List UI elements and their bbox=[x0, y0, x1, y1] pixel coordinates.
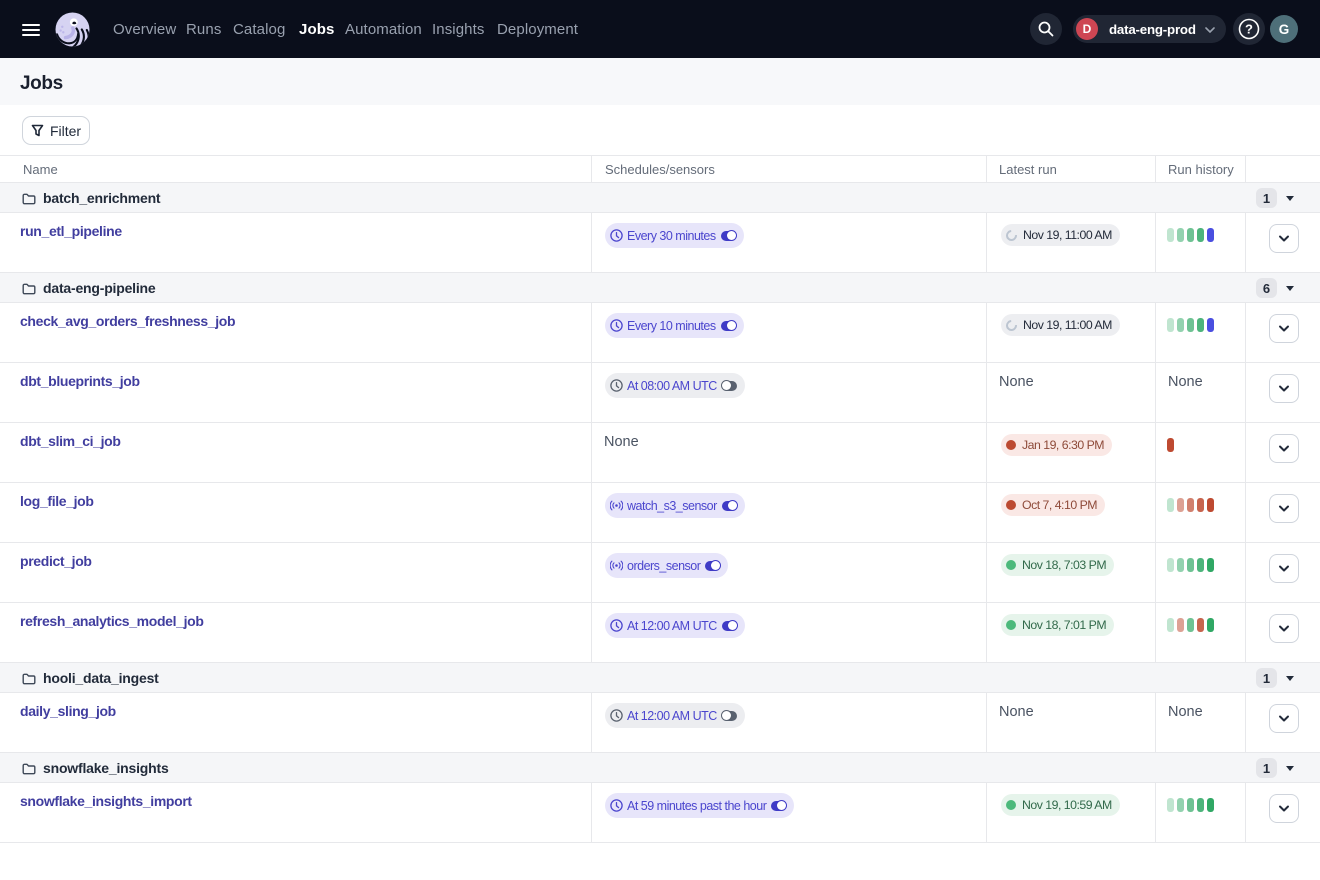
svg-text:?: ? bbox=[1245, 22, 1253, 37]
